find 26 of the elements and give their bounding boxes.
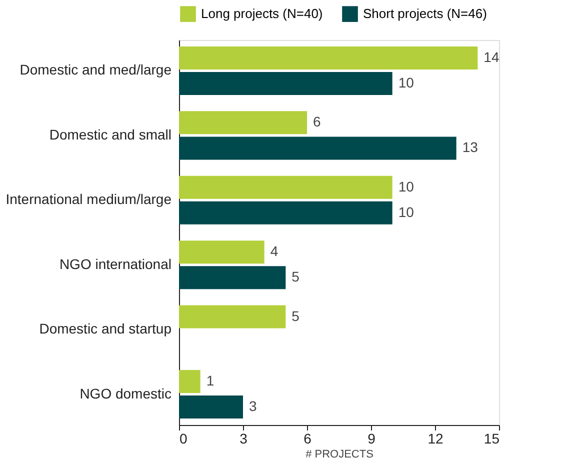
y-tick-label: Domestic and med/large xyxy=(20,62,172,78)
data-label: 4 xyxy=(270,243,278,260)
x-tick-label: 3 xyxy=(240,430,248,446)
legend-label: Short projects (N=46) xyxy=(363,6,487,22)
data-label: 10 xyxy=(398,178,414,194)
y-tick-label: NGO international xyxy=(59,256,172,272)
x-tick-label: 9 xyxy=(368,430,376,446)
data-label: 5 xyxy=(292,268,300,285)
y-tick-label: NGO domestic xyxy=(80,385,172,402)
y-tick-label: International medium/large xyxy=(6,191,172,208)
x-tick-label: 0 xyxy=(180,430,188,446)
x-tick-label: 6 xyxy=(304,430,312,446)
data-label: 10 xyxy=(398,204,414,220)
data-label: 3 xyxy=(249,398,257,414)
data-label: 13 xyxy=(462,139,478,156)
x-tick-label: 12 xyxy=(428,430,444,446)
data-label: 10 xyxy=(398,74,414,91)
data-label: 5 xyxy=(292,308,300,324)
data-label: 14 xyxy=(484,48,500,65)
legend-label: Long projects (N=40) xyxy=(201,6,323,22)
x-tick-label: 15 xyxy=(484,430,500,446)
x-axis-title: # PROJECTS xyxy=(306,448,374,459)
data-label: 1 xyxy=(206,372,214,388)
data-label: 6 xyxy=(313,114,321,130)
y-tick-label: Domestic and small xyxy=(49,126,172,142)
y-tick-label: Domestic and startup xyxy=(39,320,172,337)
